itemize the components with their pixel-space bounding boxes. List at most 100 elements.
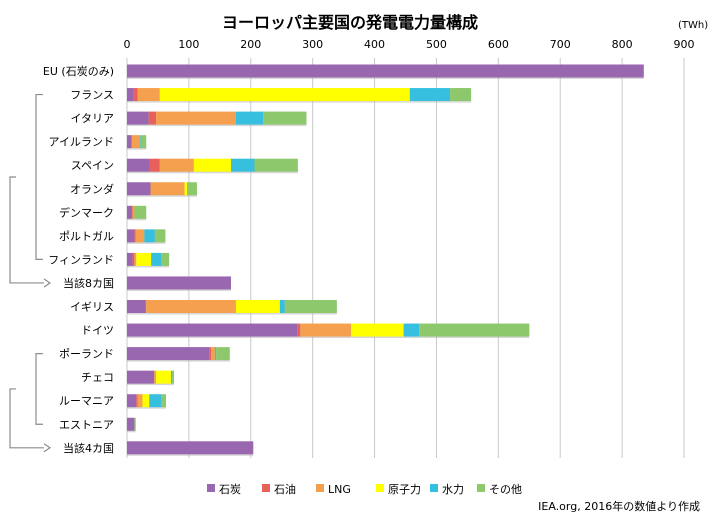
- group-arrow-line: [9, 388, 44, 449]
- bar-segment: [134, 229, 136, 243]
- x-tick-label: 900: [674, 38, 695, 51]
- bar-segment: [230, 158, 255, 172]
- bar-segment: [149, 394, 162, 408]
- category-label: イギリス: [70, 301, 114, 314]
- category-label: ドイツ: [81, 324, 114, 337]
- bar-segment: [127, 347, 210, 361]
- category-label: チェコ: [81, 371, 114, 384]
- bar-segment: [159, 88, 410, 102]
- bar-segment: [187, 182, 197, 196]
- bar-segment: [127, 252, 133, 266]
- bar-segment: [136, 394, 138, 408]
- bar-segment: [150, 182, 185, 196]
- bar-segment: [279, 300, 285, 313]
- bar-segment: [127, 111, 149, 125]
- category-labels: EU (石炭のみ) フランスイタリアアイルランドスペインオランダデンマークポルトガ…: [43, 65, 114, 455]
- category-label: イタリア: [70, 112, 114, 125]
- legend-swatch: [430, 484, 438, 492]
- legend-swatch: [477, 484, 485, 492]
- bar-segment: [127, 394, 137, 408]
- legend: 石炭 石油 LNG 原子力 水力 その他: [207, 482, 522, 496]
- bar-segment: [193, 158, 231, 172]
- bar-segment: [131, 135, 140, 149]
- x-tick-label: 100: [178, 38, 199, 51]
- bar-segment: [145, 300, 147, 313]
- bar-segment: [127, 417, 135, 431]
- x-tick-label: 600: [488, 38, 509, 51]
- bar-segment: [134, 252, 137, 266]
- category-label: フランス: [70, 89, 114, 102]
- bar-segment: [297, 323, 301, 337]
- x-tick-label: 800: [612, 38, 633, 51]
- bar-segment: [151, 252, 162, 266]
- bar-segment: [135, 229, 145, 243]
- x-tick-label: 200: [240, 38, 261, 51]
- bar-segment: [450, 88, 472, 102]
- x-tick-label: 0: [124, 38, 131, 51]
- bar-segment: [146, 300, 236, 313]
- category-label: アイルランド: [49, 136, 114, 149]
- bar-segment: [254, 158, 298, 172]
- group-bracket: [35, 93, 43, 260]
- bar-segment: [127, 182, 151, 196]
- bar-segment: [211, 347, 215, 361]
- bar-segment: [131, 205, 133, 219]
- bar-segment: [235, 111, 264, 125]
- bar-segment: [140, 135, 147, 149]
- bar-segment: [132, 252, 135, 266]
- bar-segment: [137, 394, 143, 408]
- bar-segment: [127, 370, 155, 384]
- bar-segment: [127, 88, 134, 102]
- bars: [127, 64, 644, 456]
- bar-segment: [137, 88, 160, 102]
- legend-swatch: [376, 484, 384, 492]
- bar-segment: [134, 205, 147, 219]
- legend-label: 水力: [442, 483, 464, 496]
- bar-segment: [263, 111, 307, 125]
- legend-swatch: [262, 484, 270, 492]
- bar-segment: [134, 417, 136, 431]
- group-arrow-line: [9, 176, 44, 284]
- bar-segment: [149, 158, 160, 172]
- bar-segment: [172, 370, 175, 384]
- unit-label: (TWh): [678, 20, 708, 31]
- x-tick-label: 400: [364, 38, 385, 51]
- legend-label: その他: [489, 483, 522, 496]
- bar-segment: [403, 323, 420, 337]
- bar-segment: [161, 252, 170, 266]
- source-note: IEA.org, 2016年の数値より作成: [538, 499, 700, 513]
- bar-segment: [139, 135, 141, 149]
- bar-segment: [127, 323, 298, 337]
- bar-segment: [132, 205, 135, 219]
- group-arrow-head: [43, 443, 52, 453]
- bar-segment: [133, 88, 138, 102]
- bar-segment: [214, 347, 217, 361]
- bar-segment: [154, 229, 166, 243]
- bar-segment: [161, 394, 166, 408]
- group-brackets: [9, 93, 52, 453]
- category-label: ポルトガル: [59, 230, 114, 243]
- x-tick-label: 700: [550, 38, 571, 51]
- category-label: 当該4カ国: [63, 441, 114, 455]
- category-label: デンマーク: [59, 205, 114, 219]
- bar-segment: [209, 347, 212, 361]
- legend-swatch: [207, 484, 215, 492]
- category-label: オランダ: [70, 182, 114, 196]
- bar-segment: [156, 111, 236, 125]
- legend-label: 石炭: [219, 483, 241, 496]
- legend-label: 原子力: [388, 483, 421, 496]
- category-label: スペイン: [71, 159, 114, 172]
- bar-segment: [148, 111, 157, 125]
- bar-segment: [127, 276, 231, 290]
- category-label: ルーマニア: [59, 395, 114, 408]
- bar-segment: [131, 135, 132, 149]
- bar-segment: [144, 229, 155, 243]
- bar-segment: [142, 394, 150, 408]
- category-label: フィンランド: [48, 253, 114, 266]
- category-label: 当該8カ国: [63, 276, 114, 290]
- bar-segment: [300, 323, 352, 337]
- category-label: エストニア: [59, 418, 114, 431]
- legend-label: 石油: [274, 482, 296, 496]
- category-label: ポーランド: [59, 348, 114, 361]
